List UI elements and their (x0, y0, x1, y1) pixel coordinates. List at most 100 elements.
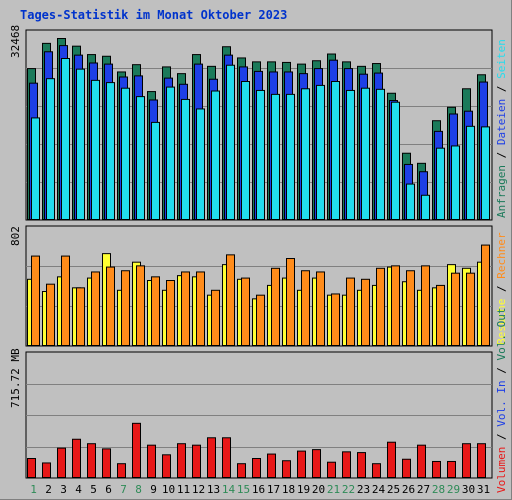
rechner-bar-30 (466, 272, 475, 346)
volumen-bar-5 (87, 443, 96, 479)
day-label-16: 16 (252, 483, 265, 496)
seiten-bar-21 (331, 80, 340, 220)
legend-bottom-part: / (495, 361, 508, 381)
day-label-11: 11 (177, 483, 190, 496)
volumen-bar-4 (72, 438, 81, 478)
legend-bottom-part: Vol. Out (495, 308, 508, 361)
day-label-12: 12 (192, 483, 205, 496)
rechner-bar-2 (46, 283, 55, 346)
volumen-bar-20 (312, 449, 321, 479)
seiten-bar-23 (361, 87, 370, 220)
legend-top-part: Anfragen (495, 165, 508, 218)
seiten-bar-14 (226, 64, 235, 221)
volumen-bar-7 (117, 463, 126, 478)
rechner-bar-16 (256, 294, 265, 347)
seiten-bar-5 (91, 79, 100, 220)
rechner-bar-23 (361, 278, 370, 347)
volumen-bar-13 (207, 437, 216, 479)
seiten-bar-28 (436, 147, 445, 220)
volumen-bar-21 (327, 461, 336, 478)
day-label-8: 8 (135, 483, 142, 496)
legend-middle: Besuche / Rechner (495, 232, 508, 345)
seiten-bar-13 (211, 90, 220, 220)
legend-middle-part: Rechner (495, 232, 508, 279)
seiten-bar-27 (421, 194, 430, 220)
bottom-ymax-label: 715.72 MB (9, 348, 22, 408)
day-label-18: 18 (282, 483, 295, 496)
volumen-bar-6 (102, 448, 111, 479)
legend-middle-part: / (495, 279, 508, 299)
legend-top-part: / (495, 79, 508, 99)
day-label-9: 9 (150, 483, 157, 496)
legend-bottom-part: Vol. In (495, 380, 508, 426)
day-label-23: 23 (357, 483, 370, 496)
volumen-bar-18 (282, 460, 291, 479)
seiten-bar-19 (301, 88, 310, 220)
rechner-bar-8 (136, 265, 145, 346)
middle-ymax-label: 802 (9, 226, 22, 246)
volumen-bar-24 (372, 463, 381, 478)
seiten-bar-20 (316, 84, 325, 220)
day-label-3: 3 (60, 483, 67, 496)
volumen-bar-9 (147, 444, 156, 478)
seiten-bar-25 (391, 101, 400, 220)
rechner-bar-29 (451, 272, 460, 346)
seiten-bar-22 (346, 89, 355, 220)
day-label-6: 6 (105, 483, 112, 496)
rechner-bar-21 (331, 293, 340, 346)
day-label-31: 31 (477, 483, 490, 496)
day-label-27: 27 (417, 483, 430, 496)
volumen-bar-14 (222, 437, 231, 479)
seiten-bar-24 (376, 88, 385, 220)
seiten-bar-18 (286, 93, 295, 220)
seiten-bar-26 (406, 183, 415, 220)
rechner-bar-1 (31, 255, 40, 346)
rechner-bar-13 (211, 289, 220, 347)
seiten-bar-7 (121, 87, 130, 220)
rechner-bar-3 (61, 255, 70, 346)
volumen-bar-27 (417, 444, 426, 478)
day-label-22: 22 (342, 483, 355, 496)
chart-title: Tages-Statistik im Monat Oktober 2023 (20, 8, 288, 22)
seiten-bar-30 (466, 125, 475, 220)
day-label-28: 28 (432, 483, 445, 496)
seiten-bar-2 (46, 78, 55, 220)
day-label-13: 13 (207, 483, 220, 496)
legend-top-part: / (495, 145, 508, 165)
day-label-15: 15 (237, 483, 250, 496)
day-label-1: 1 (30, 483, 37, 496)
day-label-26: 26 (402, 483, 415, 496)
volumen-bar-28 (432, 460, 441, 478)
seiten-bar-8 (136, 96, 145, 220)
day-label-4: 4 (75, 483, 82, 496)
seiten-bar-11 (181, 98, 190, 220)
rechner-bar-15 (241, 277, 250, 346)
day-label-20: 20 (312, 483, 325, 496)
volumen-bar-16 (252, 458, 261, 478)
legend-top: Anfragen / Dateien / Seiten (495, 39, 508, 218)
volumen-bar-3 (57, 447, 66, 479)
top-ymax-label: 32468 (9, 25, 22, 58)
volumen-bar-23 (357, 452, 366, 478)
volumen-bar-19 (297, 450, 306, 478)
rechner-bar-19 (301, 270, 310, 347)
rechner-bar-11 (181, 271, 190, 346)
volumen-bar-1 (27, 458, 36, 478)
day-label-14: 14 (222, 483, 236, 496)
volumen-bar-26 (402, 458, 411, 479)
rechner-bar-22 (346, 277, 355, 346)
rechner-bar-24 (376, 267, 385, 346)
legend-top-part: Dateien (495, 99, 508, 145)
rechner-bar-27 (421, 265, 430, 346)
day-label-10: 10 (162, 483, 175, 496)
seiten-bar-3 (61, 58, 70, 221)
volumen-bar-30 (462, 443, 471, 479)
volumen-bar-10 (162, 454, 171, 479)
volumen-bar-31 (477, 443, 486, 479)
seiten-bar-1 (31, 117, 40, 220)
seiten-bar-29 (451, 145, 460, 220)
rechner-bar-12 (196, 271, 205, 346)
seiten-bar-15 (241, 80, 250, 220)
